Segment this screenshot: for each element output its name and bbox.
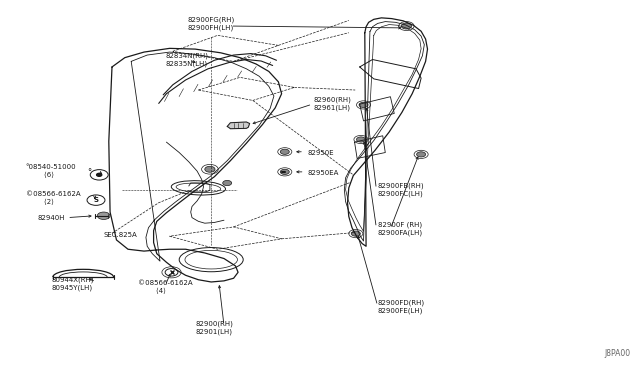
Circle shape [417, 152, 426, 157]
Text: 82950EA: 82950EA [307, 170, 339, 176]
Circle shape [97, 173, 102, 176]
Text: °: ° [87, 169, 91, 177]
Circle shape [356, 137, 365, 142]
Text: 82834N(RH)
82835N(LH): 82834N(RH) 82835N(LH) [165, 52, 208, 67]
Text: 82900(RH)
82901(LH): 82900(RH) 82901(LH) [195, 320, 234, 334]
Text: S: S [93, 197, 99, 203]
Circle shape [359, 102, 368, 108]
Circle shape [223, 180, 232, 186]
Text: °08540-51000
        ⟨6⟩: °08540-51000 ⟨6⟩ [26, 164, 76, 178]
Polygon shape [227, 122, 250, 129]
Text: 82940H: 82940H [37, 215, 65, 221]
Text: 82900FB(RH)
82900FC(LH): 82900FB(RH) 82900FC(LH) [378, 183, 424, 197]
Text: ©08566-6162A
        ⟨2⟩: ©08566-6162A ⟨2⟩ [26, 191, 80, 205]
Text: 82900F (RH)
82900FA(LH): 82900F (RH) 82900FA(LH) [378, 222, 423, 236]
Circle shape [97, 212, 110, 219]
Text: SEC.825A: SEC.825A [104, 232, 138, 238]
Circle shape [205, 166, 215, 172]
Text: 82900FD(RH)
82900FE(LH): 82900FD(RH) 82900FE(LH) [378, 300, 425, 314]
Text: 82960(RH)
82961(LH): 82960(RH) 82961(LH) [314, 97, 351, 111]
Circle shape [401, 23, 412, 29]
Text: 80944X(RH)
80945Y(LH): 80944X(RH) 80945Y(LH) [51, 277, 93, 291]
Text: 82900FG(RH)
82900FH(LH): 82900FG(RH) 82900FH(LH) [188, 17, 235, 31]
Text: J8PA00: J8PA00 [604, 349, 630, 358]
Text: ©08566-6162A
        ⟨4⟩: ©08566-6162A ⟨4⟩ [138, 280, 192, 294]
Circle shape [280, 169, 289, 174]
Circle shape [351, 231, 360, 236]
Text: 82950E: 82950E [307, 150, 334, 155]
Circle shape [280, 149, 289, 154]
